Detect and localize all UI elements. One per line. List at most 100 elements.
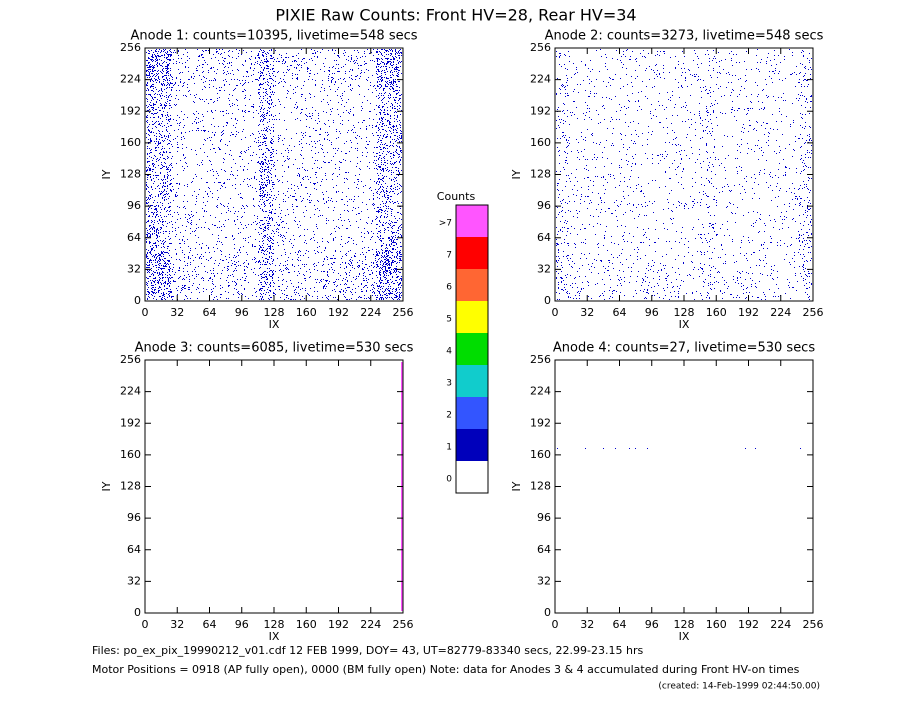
y-tick-label: 64 [127, 543, 141, 556]
panel-title: Anode 2: counts=3273, livetime=548 secs [545, 29, 824, 44]
y-tick-label: 64 [537, 543, 551, 556]
colorbar-swatch [456, 365, 488, 397]
pixel-texture [557, 448, 801, 449]
x-tick-label: 224 [360, 618, 381, 631]
y-tick-label: 32 [127, 574, 141, 587]
y-tick-label: 224 [120, 73, 141, 86]
panel-title: Anode 1: counts=10395, livetime=548 secs [130, 29, 417, 44]
x-tick-label: 32 [580, 306, 594, 319]
colorbar-label: 6 [446, 283, 452, 293]
panel-title: Anode 4: counts=27, livetime=530 secs [553, 341, 815, 356]
y-tick-label: 32 [127, 262, 141, 275]
figure-title: PIXIE Raw Counts: Front HV=28, Rear HV=3… [275, 6, 636, 25]
x-axis-label: IX [679, 630, 690, 643]
x-tick-label: 192 [738, 306, 759, 319]
y-tick-label: 160 [530, 136, 551, 149]
y-tick-label: 224 [120, 385, 141, 398]
panel-title: Anode 3: counts=6085, livetime=530 secs [135, 341, 414, 356]
y-tick-label: 224 [530, 385, 551, 398]
x-tick-label: 256 [393, 306, 414, 319]
y-tick-label: 0 [544, 606, 551, 619]
x-tick-label: 224 [770, 306, 791, 319]
y-tick-label: 128 [120, 480, 141, 493]
y-tick-label: 128 [120, 168, 141, 181]
y-tick-label: 256 [530, 41, 551, 54]
pixel-texture [556, 49, 812, 300]
x-tick-label: 160 [296, 306, 317, 319]
y-tick-label: 0 [544, 294, 551, 307]
x-axis-label: IX [269, 630, 280, 643]
x-tick-label: 96 [645, 306, 659, 319]
x-axis-label: IX [679, 318, 690, 331]
colorbar-label: 2 [446, 411, 452, 421]
colorbar-swatch [456, 429, 488, 461]
x-tick-label: 128 [264, 618, 285, 631]
colorbar-label: 3 [446, 379, 452, 389]
x-tick-label: 192 [738, 618, 759, 631]
x-tick-label: 160 [706, 618, 727, 631]
colorbar-swatch [456, 461, 488, 493]
x-tick-label: 224 [770, 618, 791, 631]
y-tick-label: 192 [120, 416, 141, 429]
x-tick-label: 0 [142, 306, 149, 319]
y-tick-label: 64 [127, 231, 141, 244]
plot-frame [144, 359, 404, 614]
x-tick-label: 32 [170, 618, 184, 631]
footer-motor: Motor Positions = 0918 (AP fully open), … [92, 663, 800, 676]
x-tick-label: 0 [552, 306, 559, 319]
colorbar-label: 0 [446, 475, 452, 485]
x-tick-label: 64 [613, 306, 627, 319]
x-tick-label: 256 [393, 618, 414, 631]
y-tick-label: 96 [537, 199, 551, 212]
colorbar-swatch [456, 269, 488, 301]
y-tick-label: 160 [120, 448, 141, 461]
x-tick-label: 64 [613, 618, 627, 631]
y-tick-label: 0 [134, 606, 141, 619]
colorbar-swatch [456, 397, 488, 429]
x-tick-label: 0 [552, 618, 559, 631]
colorbar-swatch [456, 205, 488, 237]
y-tick-label: 256 [120, 353, 141, 366]
colorbar-label: >7 [439, 219, 452, 229]
y-tick-label: 32 [537, 574, 551, 587]
pixel-texture [146, 49, 402, 300]
footer-created: (created: 14-Feb-1999 02:44:50.00) [658, 682, 820, 692]
colorbar-label: 4 [446, 347, 452, 357]
y-tick-label: 224 [530, 73, 551, 86]
x-tick-label: 96 [235, 618, 249, 631]
y-tick-label: 192 [530, 416, 551, 429]
x-tick-label: 192 [328, 618, 349, 631]
x-tick-label: 128 [674, 306, 695, 319]
x-tick-label: 96 [645, 618, 659, 631]
y-tick-label: 192 [530, 104, 551, 117]
x-tick-label: 256 [803, 306, 824, 319]
y-axis-label: IY [510, 481, 523, 491]
x-tick-label: 160 [706, 306, 727, 319]
colorbar-swatch [456, 237, 488, 269]
x-tick-label: 128 [674, 618, 695, 631]
x-tick-label: 64 [203, 306, 217, 319]
x-tick-label: 0 [142, 618, 149, 631]
y-axis-label: IY [100, 481, 113, 491]
x-tick-label: 32 [170, 306, 184, 319]
x-axis-label: IX [269, 318, 280, 331]
y-tick-label: 96 [127, 199, 141, 212]
colorbar-title: Counts [437, 190, 476, 203]
colorbar-frame [455, 204, 489, 494]
x-tick-label: 224 [360, 306, 381, 319]
colorbar-swatch [456, 301, 488, 333]
y-tick-label: 32 [537, 262, 551, 275]
colorbar-label: 1 [446, 443, 452, 453]
y-tick-label: 96 [537, 511, 551, 524]
colorbar-label: 7 [446, 251, 452, 261]
y-tick-label: 256 [530, 353, 551, 366]
x-tick-label: 256 [803, 618, 824, 631]
x-tick-label: 192 [328, 306, 349, 319]
footer-files: Files: po_ex_pix_19990212_v01.cdf 12 FEB… [92, 644, 643, 657]
x-tick-label: 128 [264, 306, 285, 319]
colorbar-label: 5 [446, 315, 452, 325]
y-tick-label: 96 [127, 511, 141, 524]
y-tick-label: 160 [120, 136, 141, 149]
y-tick-label: 0 [134, 294, 141, 307]
